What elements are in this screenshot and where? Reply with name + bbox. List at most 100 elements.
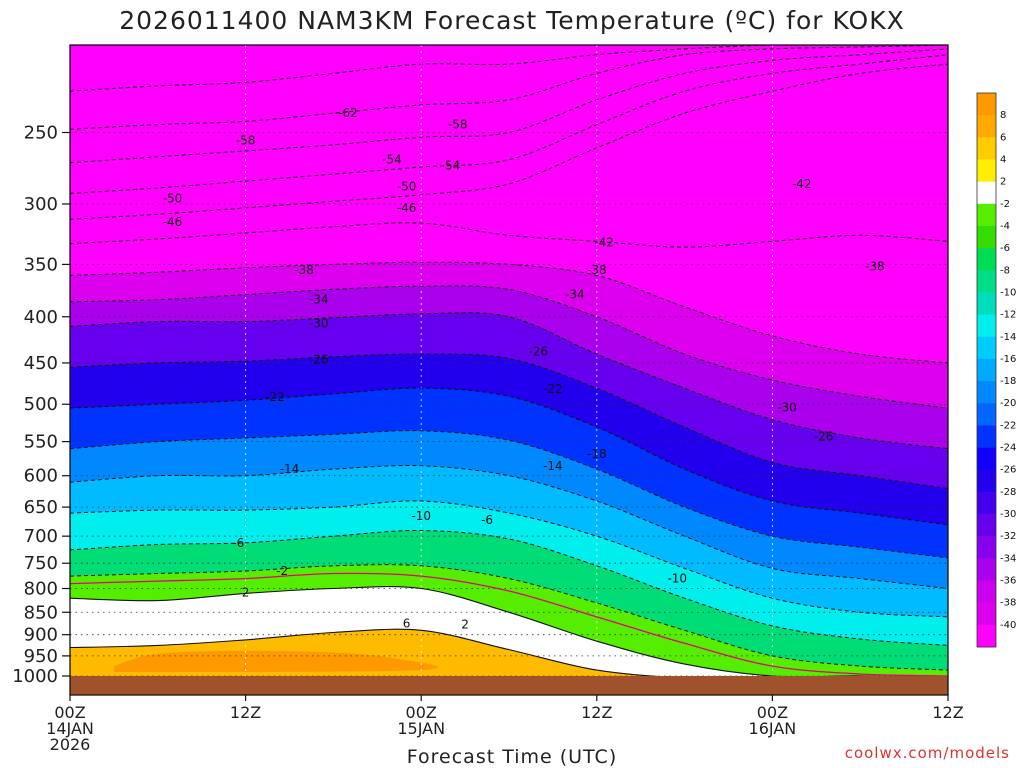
watermark-text: coolwx.com/models xyxy=(844,744,1010,762)
contour-label: -50 xyxy=(397,180,417,194)
contour-label: 6 xyxy=(403,617,411,631)
colorbar-tick-label: -16 xyxy=(1000,354,1016,365)
colorbar-swatch xyxy=(977,93,996,116)
x-tick-label: 12Z xyxy=(932,703,963,722)
x-tick-label: 00Z xyxy=(54,703,85,722)
contour-label: -30 xyxy=(777,400,797,414)
isotherm-labels: -62-58-58-54-54-50-50-46-46-42-42-38 -38-… xyxy=(163,106,885,632)
colorbar-swatch xyxy=(977,358,996,382)
contour-label: -38 xyxy=(587,263,607,277)
colorbar-tick-label: -30 xyxy=(1000,509,1016,520)
colorbar-tick-label: 4 xyxy=(1000,154,1006,165)
contour-label: -58 xyxy=(448,118,468,132)
colorbar-swatch xyxy=(977,270,996,293)
isotherm--26 xyxy=(70,353,948,490)
contour-label: -26 xyxy=(528,344,548,358)
colorbar-swatch xyxy=(977,624,996,648)
isotherm--54 xyxy=(70,48,948,164)
contour-label: -14 xyxy=(543,459,563,473)
x-tick-label: 15JAN xyxy=(397,719,445,738)
isotherm--10 xyxy=(70,500,948,618)
isotherm--62 xyxy=(70,45,948,92)
colorbar-swatch xyxy=(977,447,996,471)
temperature-fill-layer xyxy=(70,45,948,676)
colorbar-swatch xyxy=(977,181,996,205)
colorbar-swatch xyxy=(977,225,996,249)
colorbar-tick-label: -28 xyxy=(1000,487,1016,498)
isotherm--38 xyxy=(70,261,948,364)
colorbar-tick-label: 2 xyxy=(1000,177,1006,188)
contour-label: -22 xyxy=(543,382,563,396)
colorbar-tick-label: -10 xyxy=(1000,287,1016,298)
contour-label: -46 xyxy=(397,201,417,215)
y-tick-label: 500 xyxy=(24,394,58,415)
y-tick-label: 750 xyxy=(24,553,58,574)
isotherm--6 xyxy=(70,529,948,646)
contour-label: -38 xyxy=(294,263,314,277)
colorbar-swatch xyxy=(977,403,996,426)
colorbar-swatch xyxy=(977,292,996,315)
contour-label: -54 xyxy=(441,159,461,173)
colorbar-swatch xyxy=(977,602,996,626)
isotherm--58 xyxy=(70,45,948,130)
colorbar-tick-label: -20 xyxy=(1000,398,1016,409)
isotherm--42 xyxy=(70,222,948,248)
x-tick-label: 2026 xyxy=(50,735,91,754)
y-tick-label: 250 xyxy=(24,122,58,143)
isotherm--50 xyxy=(70,54,948,194)
colorbar-swatch xyxy=(977,425,996,448)
colorbar-swatch xyxy=(977,336,996,360)
colorbar-swatch xyxy=(977,469,996,493)
pressure-axis: 2503003504004505005506006507007508008509… xyxy=(12,122,70,687)
contour-label: -58 xyxy=(236,133,256,147)
colorbar-tick-label: -26 xyxy=(1000,465,1016,476)
contour-label: -18 xyxy=(587,447,607,461)
x-axis-title: Forecast Time (UTC) xyxy=(406,746,618,768)
contour-label: -14 xyxy=(280,462,300,476)
colorbar-tick-label: -38 xyxy=(1000,598,1016,609)
x-tick-label: 00Z xyxy=(757,703,788,722)
y-tick-label: 350 xyxy=(24,254,58,275)
y-tick-label: 1000 xyxy=(12,666,58,687)
colorbar-swatch xyxy=(977,159,996,182)
x-tick-label: 00Z xyxy=(406,703,437,722)
contour-label: -30 xyxy=(309,317,329,331)
y-tick-label: 400 xyxy=(24,307,58,328)
colorbar-swatch xyxy=(977,536,996,559)
isotherm--14 xyxy=(70,465,948,589)
colorbar-swatch xyxy=(977,381,996,404)
plot-frame xyxy=(69,44,949,696)
colorbar-legend: 8 6 4 2 -2 -4 -6 -8 -10 -12 -14 -16 -18 -20 -22 -24 -26 -… xyxy=(976,92,1016,648)
colorbar-swatch xyxy=(977,137,996,160)
colorbar-tick-label: -14 xyxy=(1000,332,1016,343)
x-tick-label: 12Z xyxy=(581,703,612,722)
contour-label: -62 xyxy=(338,106,358,120)
contour-label: 2 xyxy=(461,618,469,632)
y-tick-label: 600 xyxy=(24,466,58,487)
colorbar-swatch xyxy=(977,580,996,603)
contour-label: -42 xyxy=(594,236,614,250)
y-tick-label: 800 xyxy=(24,579,58,600)
colorbar-swatch xyxy=(977,314,996,338)
colorbar-tick-label: -36 xyxy=(1000,576,1016,587)
contour-label: -10 xyxy=(411,509,431,523)
isotherm--46 xyxy=(70,63,948,220)
contour-label: -6 xyxy=(232,536,244,550)
chart-title: 2026011400 NAM3KM Forecast Temperature (… xyxy=(119,6,905,35)
contour-label: -10 xyxy=(667,572,687,586)
contour-label: -26 xyxy=(814,430,834,444)
x-tick-label: 14JAN xyxy=(46,719,94,738)
y-tick-label: 900 xyxy=(24,625,58,646)
isotherm--2 xyxy=(70,564,948,671)
colorbar-tick-label: 8 xyxy=(1000,110,1006,121)
colorbar-tick-label: -4 xyxy=(1000,221,1010,232)
y-tick-label: 700 xyxy=(24,526,58,547)
contour-label: -34 xyxy=(565,288,585,302)
colorbar-swatch xyxy=(977,115,996,138)
grid-layer xyxy=(70,45,948,676)
isotherm-6 xyxy=(70,628,659,676)
colorbar-tick-label: -6 xyxy=(1000,243,1010,254)
colorbar-tick-label: -8 xyxy=(1000,265,1010,276)
y-tick-label: 550 xyxy=(24,432,58,453)
